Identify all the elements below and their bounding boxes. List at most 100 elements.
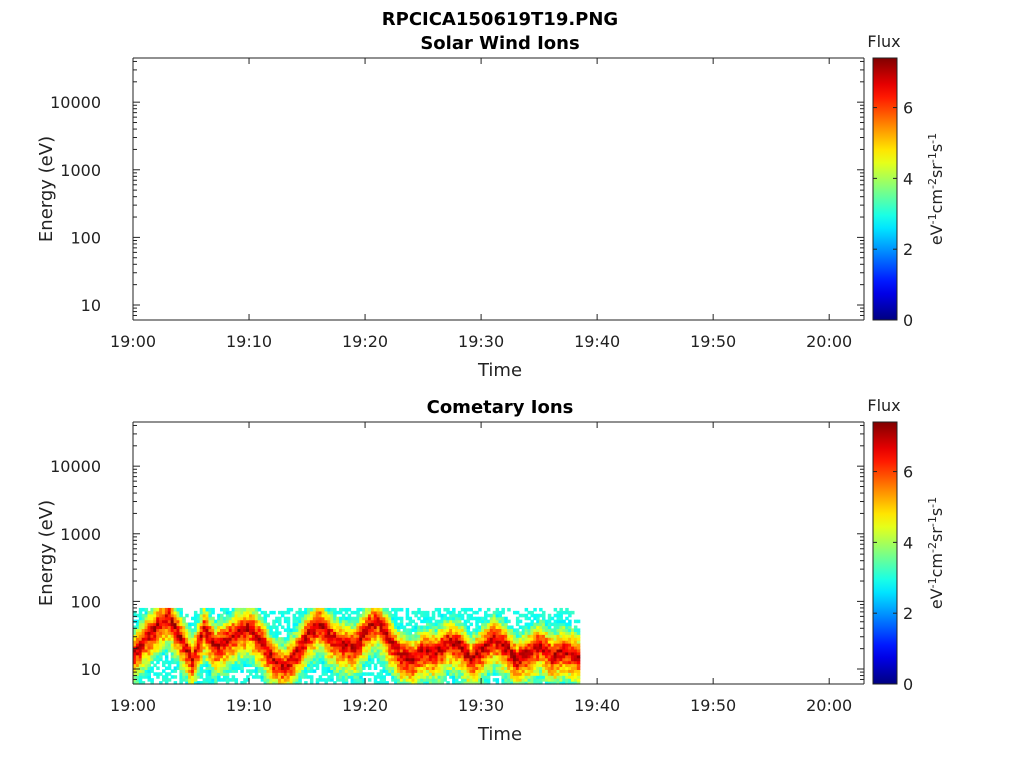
- spectrogram-cell: [312, 616, 317, 621]
- spectrogram-cell: [446, 660, 450, 665]
- spectrogram-cell: [251, 619, 256, 624]
- spectrogram-cell: [365, 610, 369, 615]
- spectrogram-cell: [263, 637, 268, 641]
- spectrogram-cell: [341, 672, 346, 676]
- spectrogram-cell: [260, 640, 265, 644]
- spectrogram-cell: [272, 637, 276, 641]
- spectrogram-cell: [353, 637, 357, 641]
- spectrogram-cell: [359, 651, 363, 656]
- spectrogram-cell: [425, 648, 430, 653]
- spectrogram-cell: [460, 637, 465, 641]
- spectrogram-cell: [411, 628, 415, 632]
- spectrogram-cell: [338, 625, 343, 630]
- spectrogram-cell: [542, 613, 546, 618]
- spectrogram-cell: [443, 622, 447, 627]
- spectrogram-cell: [228, 643, 233, 647]
- spectrogram-cell: [217, 634, 221, 638]
- spectrogram-cell: [246, 610, 250, 615]
- spectrogram-cell: [484, 657, 488, 662]
- spectrogram-cell: [402, 660, 407, 665]
- spectrogram-cell: [307, 616, 311, 621]
- spectrogram-cell: [478, 645, 482, 650]
- spectrogram-cell: [292, 681, 297, 685]
- spectrogram-cell: [307, 663, 311, 668]
- spectrogram-cell: [481, 637, 485, 641]
- spectrogram-cell: [147, 619, 151, 624]
- spectrogram-cell: [275, 628, 279, 632]
- spectrogram-cell: [524, 640, 529, 644]
- spectrogram-cell: [484, 634, 488, 638]
- spectrogram-cell: [521, 645, 526, 650]
- spectrogram-cell: [185, 643, 189, 647]
- spectrogram-cell: [321, 640, 326, 644]
- spectrogram-cell: [333, 622, 337, 627]
- spectrogram-cell: [141, 651, 146, 656]
- spectrogram-cell: [170, 657, 175, 662]
- spectrogram-cell: [521, 634, 526, 638]
- spectrogram-cell: [321, 672, 326, 676]
- spectrogram-cell: [382, 678, 386, 682]
- spectrogram-cell: [391, 672, 395, 676]
- spectrogram-cell: [234, 607, 239, 612]
- spectrogram-cell: [475, 666, 479, 670]
- spectrogram-cell: [449, 631, 453, 635]
- spectrogram-cell: [556, 648, 561, 653]
- spectrogram-cell: [475, 634, 479, 638]
- spectrogram-cell: [513, 681, 517, 685]
- spectrogram-cell: [359, 675, 363, 679]
- spectrogram-cell: [573, 681, 578, 685]
- spectrogram-cell: [144, 643, 149, 647]
- spectrogram-cell: [289, 675, 294, 679]
- spectrogram-cell: [263, 613, 268, 618]
- spectrogram-cell: [492, 637, 497, 641]
- spectrogram-cell: [556, 625, 561, 630]
- spectrogram-cell: [434, 640, 439, 644]
- spectrogram-cell: [211, 622, 215, 627]
- y-tick-label: 100: [70, 228, 101, 247]
- spectrogram-cell: [307, 654, 311, 659]
- spectrogram-cell: [553, 660, 558, 665]
- spectrogram-cell: [556, 613, 561, 618]
- spectrogram-cell: [176, 666, 181, 670]
- spectrogram-cell: [327, 648, 331, 653]
- spectrogram-cell: [504, 640, 508, 644]
- spectrogram-cell: [199, 610, 204, 615]
- spectrogram-cell: [373, 681, 378, 685]
- spectrogram-cell: [156, 631, 160, 635]
- spectrogram-cell: [330, 660, 334, 665]
- spectrogram-cell: [385, 610, 389, 615]
- spectrogram-cell: [547, 675, 552, 679]
- spectrogram-cell: [301, 640, 305, 644]
- spectrogram-cell: [553, 607, 558, 612]
- spectrogram-cell: [504, 619, 508, 624]
- spectrogram-cell: [478, 625, 482, 630]
- spectrogram-cell: [454, 616, 459, 621]
- spectrogram-cell: [539, 648, 543, 653]
- spectrogram-cell: [324, 672, 328, 676]
- spectrogram-cell: [173, 622, 178, 627]
- spectrogram-cell: [304, 607, 308, 612]
- spectrogram-cell: [170, 610, 175, 615]
- spectrogram-cell: [211, 625, 215, 630]
- x-tick-label: 19:00: [110, 696, 156, 715]
- spectrogram-cell: [411, 648, 415, 653]
- spectrogram-cell: [454, 637, 459, 641]
- spectrogram-cell: [457, 651, 462, 656]
- spectrogram-cell: [333, 681, 337, 685]
- spectrogram-cell: [315, 651, 320, 656]
- spectrogram-cell: [199, 625, 204, 630]
- spectrogram-cell: [568, 631, 572, 635]
- spectrogram-cell: [336, 663, 340, 668]
- spectrogram-cell: [315, 610, 320, 615]
- spectrogram-cell: [425, 672, 430, 676]
- spectrogram-cell: [237, 666, 241, 670]
- spectrogram-cell: [202, 663, 207, 668]
- colorbar: [872, 57, 898, 321]
- spectrogram-cell: [573, 651, 578, 656]
- spectrogram-cell: [385, 663, 389, 668]
- spectrogram-cell: [344, 669, 349, 673]
- spectrogram-cell: [376, 610, 381, 615]
- spectrogram-cell: [350, 654, 355, 659]
- spectrogram-cell: [208, 666, 212, 670]
- spectrogram-cell: [431, 610, 436, 615]
